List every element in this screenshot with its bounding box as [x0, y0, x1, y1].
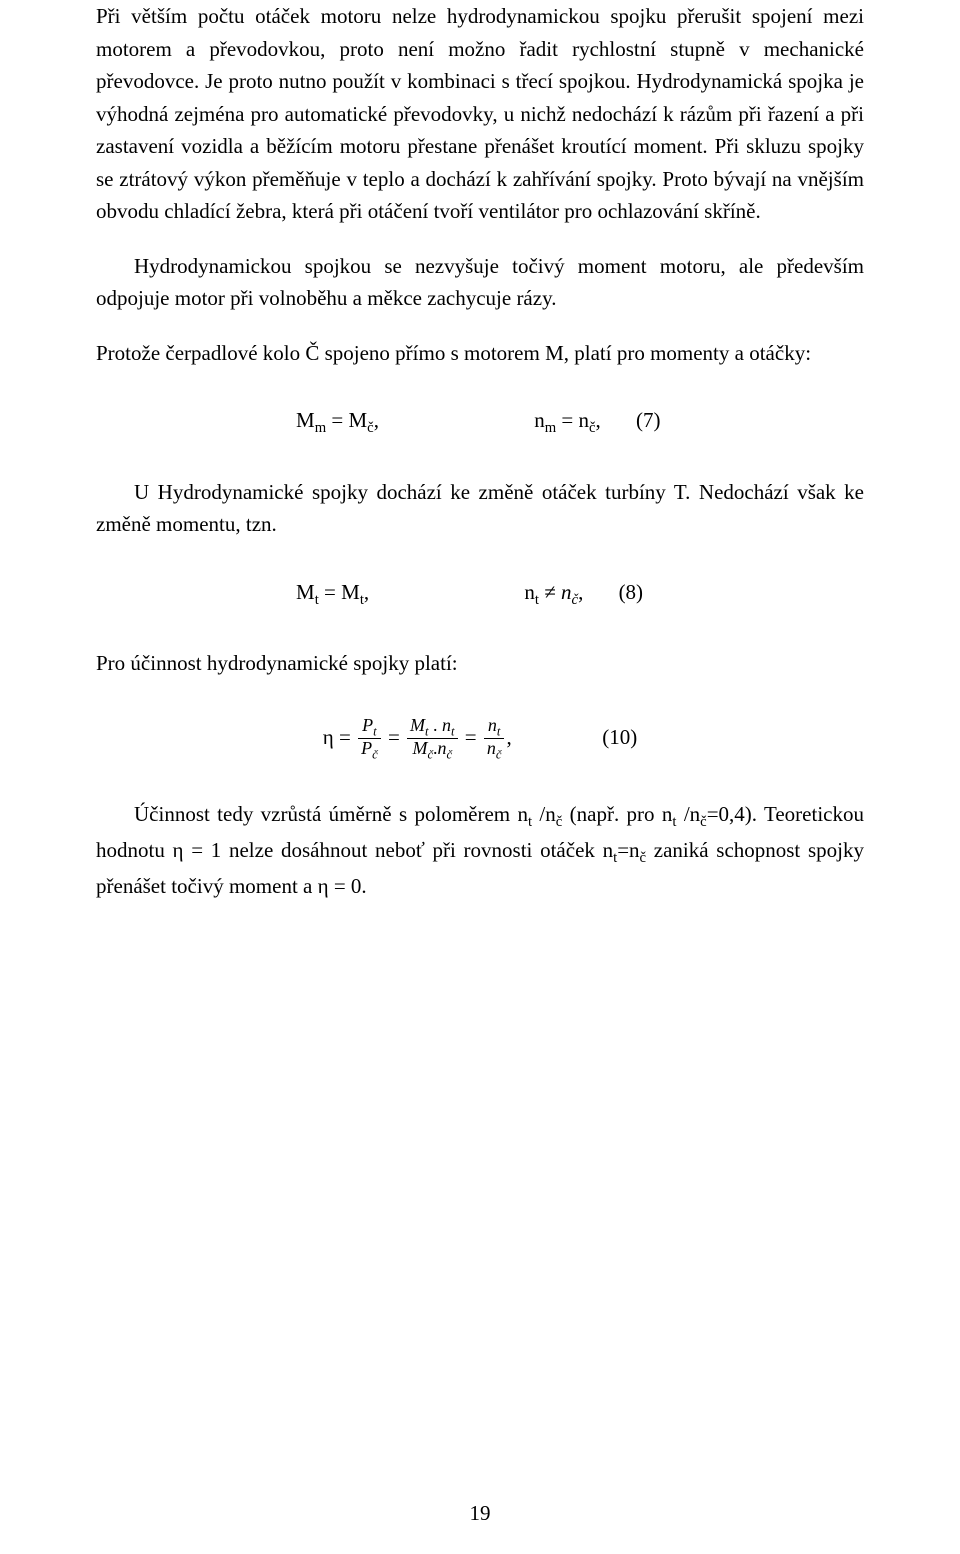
eq10-f2-den-n: n — [438, 738, 447, 758]
eq10-f3-den-sub: č — [496, 748, 502, 762]
equation-7: Mm = Mč, nm = nč, (7) — [96, 405, 864, 439]
p6-mid5: =n — [617, 838, 639, 862]
eq10-f3-den-n: n — [487, 738, 496, 758]
eq7-rhs: nm = nč, — [534, 405, 601, 439]
eq7-Mm-sub: m — [315, 421, 326, 437]
eq8-lhs: Mt = Mt, — [296, 577, 369, 611]
p6-mid3: /n — [676, 802, 700, 826]
eq10-f1-den-sub: č — [372, 748, 378, 762]
eq10-eq1: = — [339, 725, 356, 749]
eq8-rhs-comma: , — [578, 580, 583, 604]
eq10-f2-den: Mč.nč — [407, 739, 458, 762]
eq10-f1-num: Pt — [358, 716, 381, 740]
paragraph-6: Účinnost tedy vzrůstá úměrně s poloměrem… — [96, 798, 864, 902]
eq10-f1-den: Pč — [358, 739, 381, 762]
eq10-f1-num-sub: t — [373, 724, 377, 738]
eq10-f2-den-M: M — [412, 738, 427, 758]
paragraph-4: U Hydrodynamické spojky dochází ke změně… — [96, 476, 864, 541]
p6-prefix: Účinnost tedy vzrůstá úměrně s poloměrem… — [134, 802, 528, 826]
eq7-Mm-sym: M — [296, 408, 315, 432]
paragraph-3: Protože čerpadlové kolo Č spojeno přímo … — [96, 337, 864, 370]
eq10-f3-num: nt — [484, 716, 505, 740]
eq7-nc-sym: n — [578, 408, 589, 432]
document-page: Při větším počtu otáček motoru nelze hyd… — [0, 0, 960, 1554]
eq10-f1-num-P: P — [362, 715, 373, 735]
eq10-eq3: = — [465, 725, 482, 749]
eq7-number: (7) — [636, 405, 661, 437]
eq8-Mt-sym: M — [296, 580, 315, 604]
eq10-comma: , — [506, 725, 511, 749]
paragraph-5: Pro účinnost hydrodynamické spojky platí… — [96, 647, 864, 680]
eq7-lhs-comma: , — [374, 408, 379, 432]
eq8-rhs: nt ≠ nč, — [524, 577, 583, 611]
eq10-eq2: = — [388, 725, 405, 749]
eq10-f2-num-M: M — [410, 715, 425, 735]
eq7-lhs-eq: = — [326, 408, 348, 432]
eq10-frac-2: Mt . nt Mč.nč — [407, 716, 458, 763]
eq10-f2-num-n: n — [442, 715, 451, 735]
page-number: 19 — [0, 1501, 960, 1526]
eq10-f2-num: Mt . nt — [407, 716, 458, 740]
eq7-nm-sym: n — [534, 408, 545, 432]
eq10-number: (10) — [602, 725, 637, 749]
eq8-lhs-comma: , — [364, 580, 369, 604]
equation-8: Mt = Mt, nt ≠ nč, (8) — [96, 577, 864, 611]
eq10-f3-num-sub: t — [497, 724, 501, 738]
paragraph-1: Při větším počtu otáček motoru nelze hyd… — [96, 0, 864, 228]
eq8-number: (8) — [619, 577, 644, 609]
paragraph-2: Hydrodynamickou spojkou se nezvyšuje toč… — [96, 250, 864, 315]
eq10-f2-den-nsub: č — [447, 748, 453, 762]
eq10-f3-den: nč — [484, 739, 505, 762]
eq7-rhs-comma: , — [596, 408, 601, 432]
eq8-neq: ≠ — [539, 580, 561, 604]
eq10-frac-3: nt nč — [484, 716, 505, 763]
eq10-f2-num-nsub: t — [451, 724, 455, 738]
p6-mid1: /n — [532, 802, 556, 826]
eq10-f3-num-n: n — [488, 715, 497, 735]
eq8-lhs-eq: = — [319, 580, 341, 604]
equation-10: η = Pt Pč = Mt . nt Mč.nč = nt nč , (10) — [96, 716, 864, 763]
eq10-f1-den-P: P — [361, 738, 372, 758]
p6-mid2: (např. pro n — [562, 802, 672, 826]
eq10-f2-num-dot: . — [429, 715, 443, 735]
eq7-Mc-sym: M — [348, 408, 367, 432]
eq7-nm-sub: m — [545, 421, 556, 437]
eq8-nc-sym: n — [561, 580, 572, 604]
eq8-nt-sym: n — [524, 580, 535, 604]
eq7-rhs-eq: = — [556, 408, 578, 432]
eq10-frac-1: Pt Pč — [358, 716, 381, 763]
eq8-Mt2-sym: M — [341, 580, 360, 604]
eq10-eta: η — [323, 725, 334, 749]
eq7-lhs: Mm = Mč, — [296, 405, 379, 439]
